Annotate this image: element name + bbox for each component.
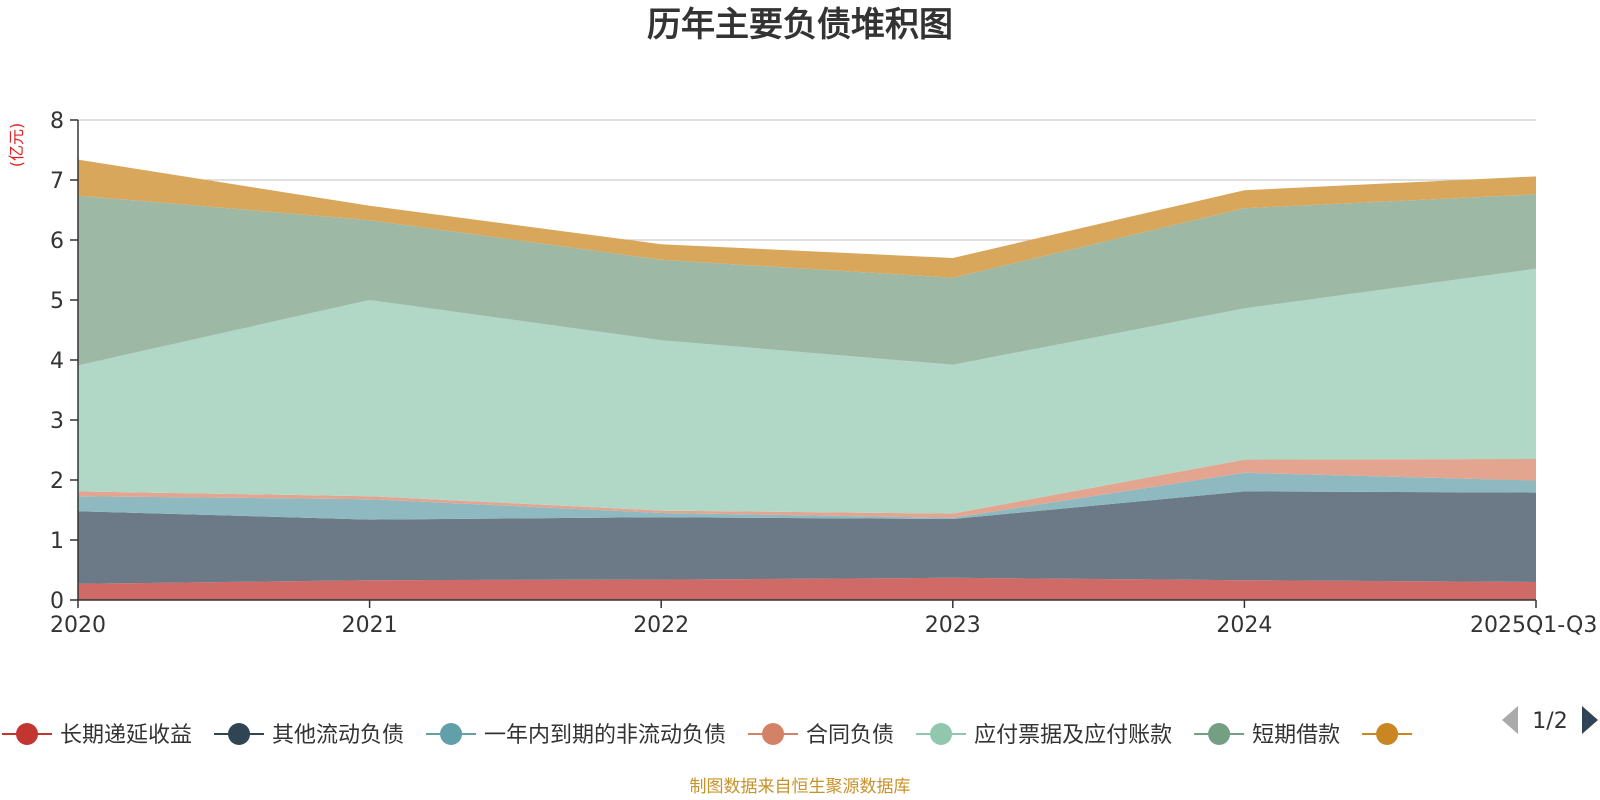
y-tick-label: 3: [50, 409, 64, 434]
legend-marker-icon: [1376, 723, 1399, 745]
legend-item-5[interactable]: 应付票据及应付账款: [916, 723, 1172, 748]
legend-marker-icon: [16, 723, 38, 745]
data-source-note: 制图数据来自恒生聚源数据库: [690, 777, 911, 797]
y-tick-label: 4: [50, 349, 64, 374]
legend-item-6[interactable]: 短期借款: [1194, 723, 1340, 748]
legend-item-2[interactable]: 其他流动负债: [214, 723, 404, 748]
legend[interactable]: 长期递延收益 其他流动负债 一年内到期的非流动负债 合同负债 应付票据及应付账款 短期借款: [2, 723, 1413, 748]
x-tick-label: 2023: [925, 613, 981, 638]
x-axis-ticks: 2020 2021 2022 2023 2024 2025Q1-Q3: [50, 600, 1597, 638]
legend-prev-page-icon[interactable]: [1502, 706, 1518, 734]
x-tick-label: 2025Q1-Q3: [1470, 613, 1597, 638]
legend-pager[interactable]: 1/2: [1502, 706, 1598, 734]
x-tick-label: 2022: [633, 613, 689, 638]
x-tick-label: 2020: [50, 613, 106, 638]
y-axis-unit-label: (亿元): [7, 123, 26, 168]
area-series-3[interactable]: [78, 472, 1536, 520]
legend-marker-icon: [930, 723, 953, 745]
y-tick-label: 5: [50, 289, 64, 314]
y-tick-label: 8: [50, 109, 64, 134]
y-tick-label: 7: [50, 169, 64, 194]
legend-label: 短期借款: [1252, 723, 1340, 748]
legend-item-7[interactable]: [1362, 723, 1413, 745]
legend-label: 其他流动负债: [272, 723, 404, 748]
y-tick-label: 0: [50, 589, 64, 614]
legend-page-indicator: 1/2: [1532, 709, 1567, 734]
legend-marker-icon: [762, 723, 785, 745]
legend-label: 合同负债: [806, 723, 894, 748]
legend-marker-icon: [1208, 723, 1231, 745]
legend-item-3[interactable]: 一年内到期的非流动负债: [426, 723, 726, 748]
legend-marker-icon: [228, 723, 251, 745]
area-series-group: [78, 159, 1536, 600]
legend-label: 应付票据及应付账款: [974, 723, 1172, 748]
area-series-1[interactable]: [78, 577, 1536, 600]
y-tick-label: 2: [50, 469, 64, 494]
y-tick-label: 1: [50, 529, 64, 554]
legend-item-4[interactable]: 合同负债: [748, 723, 894, 748]
area-series-4[interactable]: [78, 459, 1536, 518]
y-tick-label: 6: [50, 229, 64, 254]
legend-marker-icon: [440, 723, 463, 745]
legend-label: 一年内到期的非流动负债: [484, 723, 726, 748]
area-series-2[interactable]: [78, 491, 1536, 584]
area-series-7[interactable]: [78, 159, 1536, 278]
chart-title: 历年主要负债堆积图: [647, 5, 953, 45]
x-tick-label: 2021: [342, 613, 398, 638]
area-series-6[interactable]: [78, 194, 1536, 366]
legend-item-1[interactable]: 长期递延收益: [2, 723, 192, 748]
legend-next-page-icon[interactable]: [1582, 706, 1598, 734]
legend-label: 长期递延收益: [60, 723, 192, 748]
x-tick-label: 2024: [1216, 613, 1272, 638]
y-axis-ticks: 0 1 2 3 4 5 6 7 8: [50, 109, 78, 614]
area-series-5[interactable]: [78, 268, 1536, 514]
